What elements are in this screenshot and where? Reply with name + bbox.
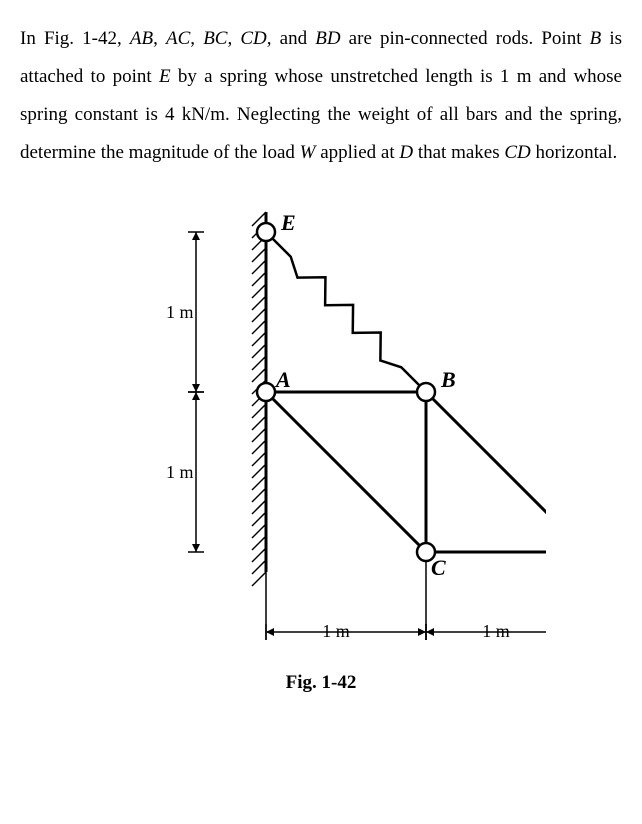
text: In Fig. 1-42, (20, 28, 130, 49)
text: , (227, 28, 240, 49)
var-AB: AB (130, 28, 153, 49)
var-D: D (399, 142, 413, 163)
var-E: E (159, 66, 171, 87)
var-B: B (590, 28, 602, 49)
figure-svg: 1 m1 m1 m1 mEABCDW (96, 192, 546, 662)
svg-text:A: A (274, 367, 291, 392)
text: that makes (413, 142, 504, 163)
svg-text:B: B (440, 367, 456, 392)
svg-text:1 m: 1 m (482, 621, 510, 641)
var-W: W (300, 142, 316, 163)
svg-text:1 m: 1 m (322, 621, 350, 641)
var-BC: BC (203, 28, 227, 49)
text: horizontal. (531, 142, 618, 163)
var-CD: CD (240, 28, 266, 49)
var-BD: BD (315, 28, 340, 49)
var-AC: AC (166, 28, 190, 49)
text: applied at (315, 142, 399, 163)
svg-text:1 m: 1 m (166, 302, 194, 322)
figure-container: 1 m1 m1 m1 mEABCDW Fig. 1-42 (20, 192, 622, 694)
text: , and (267, 28, 315, 49)
svg-text:E: E (280, 210, 296, 235)
svg-text:C: C (431, 555, 446, 580)
text: , (153, 28, 166, 49)
text: , (190, 28, 203, 49)
text: are pin-connected rods. Point (341, 28, 590, 49)
figure-caption: Fig. 1-42 (20, 672, 622, 694)
svg-text:1 m: 1 m (166, 462, 194, 482)
var-CD2: CD (504, 142, 530, 163)
problem-statement: In Fig. 1-42, AB, AC, BC, CD, and BD are… (20, 20, 622, 172)
